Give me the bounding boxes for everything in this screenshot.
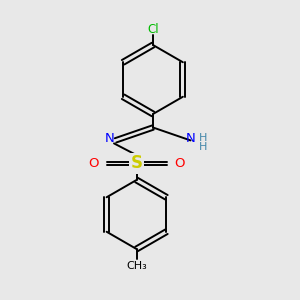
Text: S: S <box>130 154 142 172</box>
Text: CH₃: CH₃ <box>126 261 147 272</box>
Text: N: N <box>186 131 196 145</box>
Text: H: H <box>199 142 207 152</box>
Text: O: O <box>89 157 99 170</box>
Text: H: H <box>199 133 207 143</box>
Text: N: N <box>105 132 115 146</box>
Text: Cl: Cl <box>147 23 159 36</box>
Text: O: O <box>174 157 184 170</box>
